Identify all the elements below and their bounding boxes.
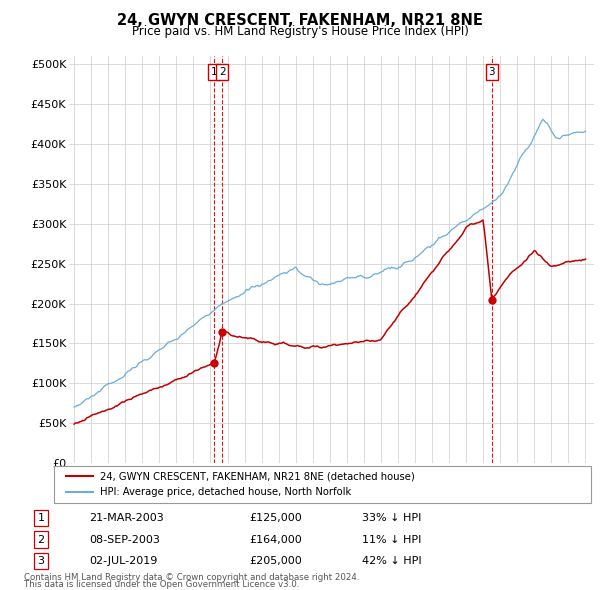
Text: 21-MAR-2003: 21-MAR-2003	[89, 513, 164, 523]
Text: 3: 3	[488, 67, 495, 77]
Text: 3: 3	[37, 556, 44, 566]
Text: 33% ↓ HPI: 33% ↓ HPI	[362, 513, 422, 523]
Text: 2: 2	[37, 535, 44, 545]
Text: 1: 1	[211, 67, 218, 77]
Text: 02-JUL-2019: 02-JUL-2019	[89, 556, 157, 566]
Text: Contains HM Land Registry data © Crown copyright and database right 2024.: Contains HM Land Registry data © Crown c…	[24, 573, 359, 582]
Text: This data is licensed under the Open Government Licence v3.0.: This data is licensed under the Open Gov…	[24, 580, 299, 589]
Text: 2: 2	[219, 67, 226, 77]
Text: 42% ↓ HPI: 42% ↓ HPI	[362, 556, 422, 566]
Text: 11% ↓ HPI: 11% ↓ HPI	[362, 535, 422, 545]
Text: 24, GWYN CRESCENT, FAKENHAM, NR21 8NE: 24, GWYN CRESCENT, FAKENHAM, NR21 8NE	[117, 13, 483, 28]
Text: £164,000: £164,000	[250, 535, 302, 545]
Text: 1: 1	[37, 513, 44, 523]
FancyBboxPatch shape	[54, 466, 591, 503]
Text: 08-SEP-2003: 08-SEP-2003	[89, 535, 160, 545]
Text: Price paid vs. HM Land Registry's House Price Index (HPI): Price paid vs. HM Land Registry's House …	[131, 25, 469, 38]
Text: 24, GWYN CRESCENT, FAKENHAM, NR21 8NE (detached house): 24, GWYN CRESCENT, FAKENHAM, NR21 8NE (d…	[100, 471, 415, 481]
Text: £205,000: £205,000	[250, 556, 302, 566]
Text: HPI: Average price, detached house, North Norfolk: HPI: Average price, detached house, Nort…	[100, 487, 351, 497]
Text: £125,000: £125,000	[250, 513, 302, 523]
